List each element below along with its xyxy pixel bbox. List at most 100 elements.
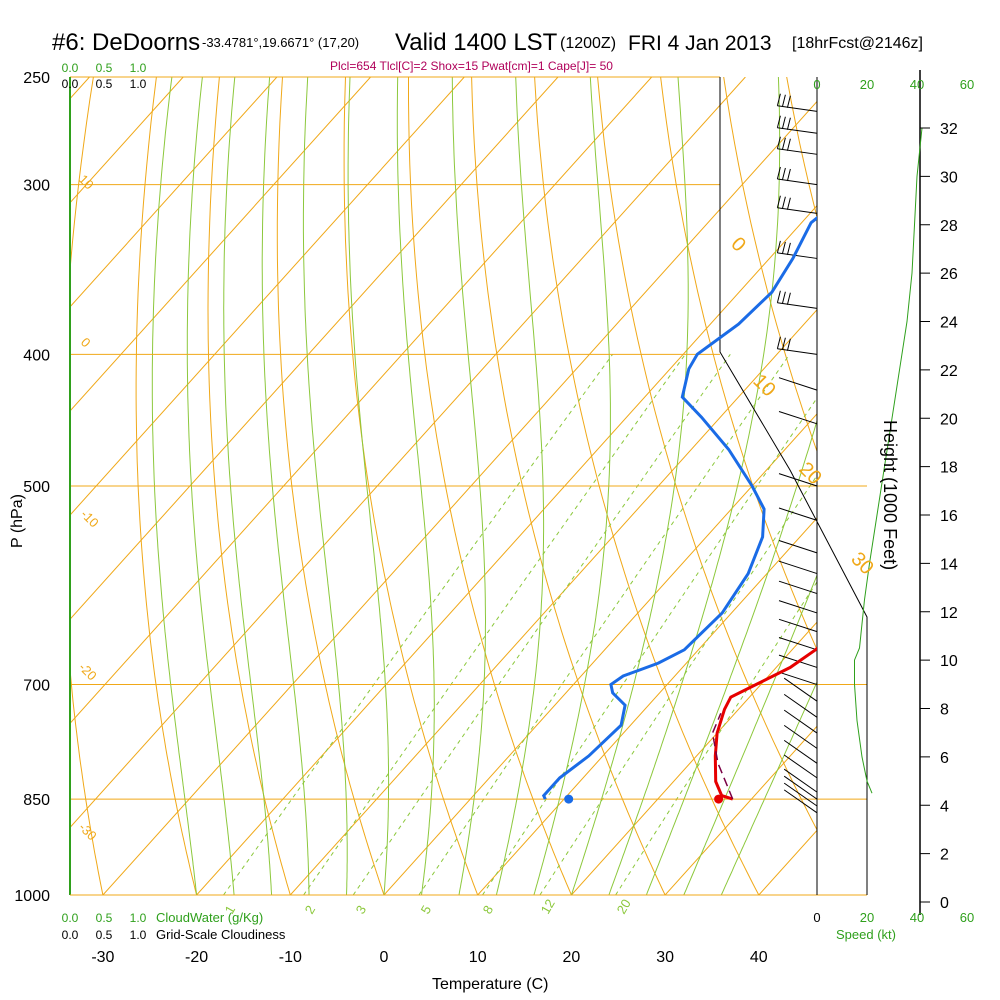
- moist-adiabat-line: [451, 77, 486, 895]
- cloudiness-top-tick: 0.5: [96, 77, 113, 91]
- isotherm-line: [946, 77, 1000, 895]
- plot-boundary: [69, 70, 921, 915]
- moist-adiabat-line: [570, 77, 689, 895]
- wind-barb: [777, 207, 818, 214]
- wind-barb: [778, 540, 818, 554]
- title-zulu: (1200Z): [560, 35, 616, 52]
- isotherm-label: -30: [76, 820, 100, 844]
- wind-barb: [778, 580, 818, 595]
- mixing-ratio-label: 12: [538, 896, 558, 916]
- pressure-tick: 400: [23, 347, 50, 364]
- title-date: FRI 4 Jan 2013: [628, 32, 772, 55]
- wind-barb-flag: [786, 292, 791, 305]
- cloudiness-bottom-tick: 0.0: [62, 928, 79, 942]
- wind-barb-flag: [776, 336, 781, 349]
- isotherm-label: 20: [794, 458, 825, 489]
- isotherm-label: -10: [78, 507, 102, 531]
- wind-barb-flag: [776, 115, 781, 128]
- cloudwater-bottom-tick: 0.5: [96, 911, 113, 925]
- temperature-line: [713, 646, 817, 801]
- wind-barb: [777, 302, 818, 309]
- wind-barb: [778, 507, 818, 521]
- isotherm-label: 10: [748, 370, 779, 401]
- wind-barb: [778, 618, 818, 633]
- cloudiness-label: Grid-Scale Cloudiness: [156, 927, 286, 942]
- moist-adiabat-line: [608, 77, 781, 895]
- wind-barb-flag: [781, 196, 786, 209]
- cloudiness-bottom-tick: 0.5: [96, 928, 113, 942]
- mixing-ratio-label: 8: [480, 903, 497, 917]
- speed-tick: 40: [910, 910, 924, 925]
- wind-barb: [778, 473, 818, 487]
- temperature-tick: -20: [185, 949, 208, 966]
- height-tick: 6: [940, 750, 949, 767]
- isotherm-label: 30: [846, 548, 877, 579]
- wind-barb-flag: [781, 291, 786, 304]
- height-tick: 2: [940, 847, 949, 864]
- wind-barb: [777, 148, 818, 155]
- wind-barb-flag: [786, 138, 791, 151]
- wind-barb: [777, 348, 818, 355]
- wind-barb-flag: [786, 338, 791, 351]
- wind-barb-flag: [781, 167, 786, 181]
- pressure-tick: 850: [23, 792, 50, 809]
- height-tick: 14: [940, 556, 958, 573]
- height-tick: 10: [940, 653, 958, 670]
- pressure-tick: 500: [23, 479, 50, 496]
- dry-adiabat-line: [70, 77, 104, 895]
- wind-barb: [777, 127, 818, 134]
- wind-barb: [778, 600, 818, 614]
- wind-barb: [783, 739, 818, 764]
- height-tick: 26: [940, 266, 958, 283]
- sounding-series: [541, 215, 817, 804]
- height-tick: 4: [940, 798, 949, 815]
- wind-barb-flag: [786, 168, 791, 182]
- indices-line: Plcl=654 Tlcl[C]=2 Shox=15 Pwat[cm]=1 Ca…: [330, 59, 613, 73]
- temperature-tick: 20: [563, 949, 581, 966]
- wind-barb: [783, 724, 818, 749]
- isotherm-line: [70, 77, 371, 412]
- wind-barb-flag: [786, 117, 791, 130]
- pressure-tick: 1000: [14, 888, 50, 905]
- isotherm-label: 10: [76, 172, 97, 193]
- cloudwater-top-tick: 1.0: [130, 61, 147, 75]
- height-tick: 24: [940, 315, 958, 332]
- wind-barb-flag: [786, 242, 791, 256]
- wind-barb-flag: [776, 136, 781, 149]
- wind-barb-flag: [781, 137, 786, 150]
- speed-top-tick: 20: [860, 77, 874, 92]
- cloudiness-top-tick: 0.0: [62, 77, 79, 91]
- wind-barb: [777, 252, 818, 259]
- speed-top-tick: 60: [960, 77, 974, 92]
- temperature-tick: 40: [750, 949, 768, 966]
- wind-barb-flag: [781, 241, 786, 255]
- mixing-ratio-label: 3: [353, 903, 370, 917]
- moist-adiabat-line: [495, 77, 545, 895]
- temperature-tick: -10: [279, 949, 302, 966]
- wind-barb: [783, 789, 818, 814]
- dry-adiabat-line: [845, 53, 1000, 924]
- moist-adiabat-line: [683, 574, 817, 895]
- cloudwater-bottom-tick: 1.0: [130, 911, 147, 925]
- height-tick: 18: [940, 460, 958, 477]
- moist-adiabat-line: [533, 77, 611, 895]
- wind-barb-flag: [781, 94, 786, 107]
- wind-barb: [783, 677, 818, 702]
- mixing-ratio-label: 2: [302, 903, 319, 917]
- wind-barb: [783, 709, 818, 734]
- speed-tick: 0: [813, 910, 820, 925]
- mixing-ratio-line: [418, 354, 791, 895]
- mixing-ratio-label: 20: [614, 896, 634, 916]
- height-tick: 22: [940, 363, 958, 380]
- height-tick: 0: [940, 895, 949, 912]
- wind-barb: [777, 178, 818, 186]
- temperature-tick: 10: [469, 949, 487, 966]
- axis-labels: -30 -20 -10 0 10 20 30 400246810121416182022242…: [62, 61, 975, 966]
- wind-barb-flag: [781, 116, 786, 129]
- wind-barb-flag: [786, 95, 791, 108]
- wind-barb: [778, 671, 818, 686]
- wind-barb: [778, 560, 818, 575]
- cloudwater-top-tick: 0.5: [96, 61, 113, 75]
